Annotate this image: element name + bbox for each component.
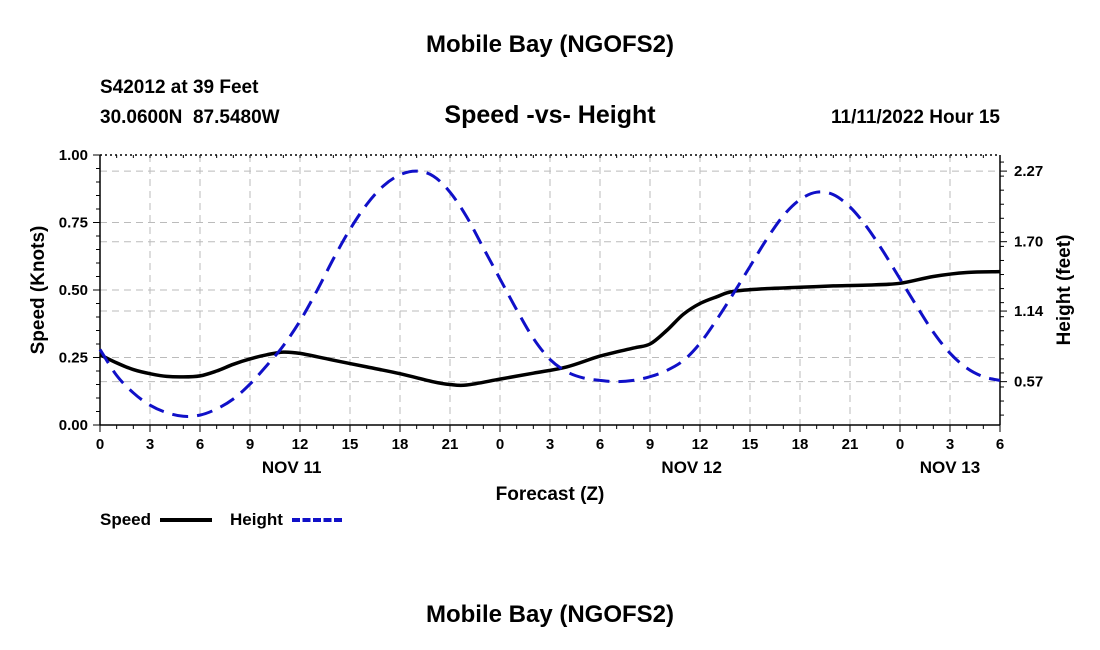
y-axis-label: Speed (Knots) [28, 226, 49, 355]
y-tick-label: 1.00 [59, 147, 88, 164]
x-tick-label: 6 [996, 436, 1004, 453]
x-tick-label: 15 [742, 436, 759, 453]
y2-tick-label: 1.14 [1014, 303, 1044, 320]
x-tick-label: 3 [946, 436, 954, 453]
x-date-label: NOV 11 [262, 458, 322, 477]
x-tick-label: 3 [546, 436, 554, 453]
y-tick-label: 0.25 [59, 350, 88, 367]
chart-subtitle: Speed -vs- Height [444, 101, 656, 129]
y2-axis-label: Height (feet) [1054, 235, 1075, 346]
y2-tick-label: 1.70 [1014, 234, 1043, 251]
x-tick-label: 21 [842, 436, 859, 453]
x-tick-label: 21 [442, 436, 459, 453]
station-label: S42012 at 39 Feet [100, 77, 259, 98]
legend-height-swatch [292, 518, 342, 522]
chart-title-bottom: Mobile Bay (NGOFS2) [425, 601, 675, 628]
x-tick-label: 0 [496, 436, 504, 453]
x-tick-label: 12 [292, 436, 309, 453]
legend-speed-label: Speed [100, 510, 152, 529]
x-tick-label: 12 [692, 436, 709, 453]
height-series-line [98, 169, 1001, 418]
y-tick-label: 0.75 [59, 215, 88, 232]
x-tick-label: 0 [96, 436, 104, 453]
legend-speed-swatch [160, 518, 212, 522]
y-tick-label: 0.50 [59, 282, 88, 299]
x-tick-label: 0 [896, 436, 904, 453]
y2-tick-label: 0.57 [1014, 374, 1043, 391]
x-tick-label: 9 [246, 436, 254, 453]
x-tick-label: 3 [146, 436, 154, 453]
x-tick-label: 18 [392, 436, 409, 453]
x-tick-label: 6 [596, 436, 604, 453]
y2-tick-label: 2.27 [1014, 163, 1043, 180]
x-tick-label: 18 [792, 436, 809, 453]
x-tick-label: 9 [646, 436, 654, 453]
forecast-datetime: 11/11/2022 Hour 15 [830, 107, 1000, 128]
speed-series-line [99, 269, 1001, 388]
y-tick-label: 0.00 [59, 417, 88, 434]
x-date-label: NOV 13 [920, 458, 980, 477]
station-coordinates: 30.0600N 87.5480W [100, 107, 280, 128]
x-axis-label: Forecast (Z) [496, 484, 605, 505]
x-date-label: NOV 12 [661, 458, 721, 477]
legend-height-label: Height [230, 510, 283, 529]
chart-title-top: Mobile Bay (NGOFS2) [425, 31, 675, 58]
x-tick-label: 15 [342, 436, 359, 453]
x-tick-label: 6 [196, 436, 204, 453]
